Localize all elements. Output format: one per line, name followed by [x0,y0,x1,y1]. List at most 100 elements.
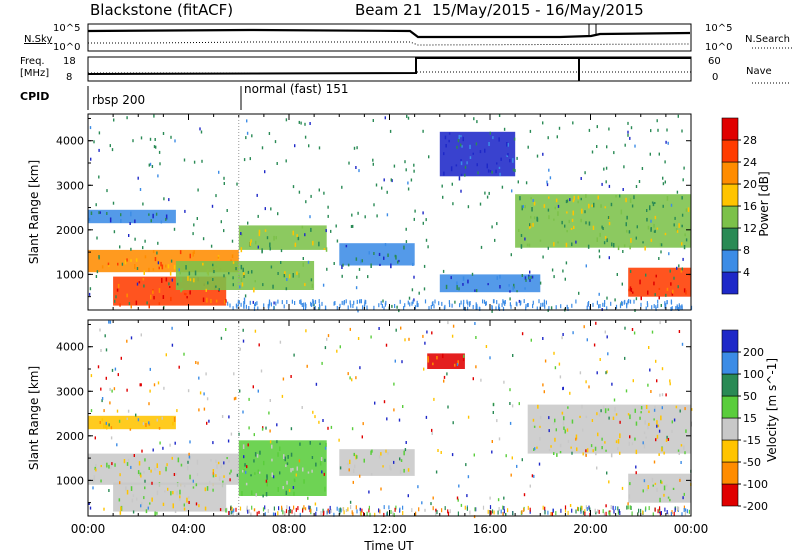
noise-echo [627,133,629,137]
scatter-echo [130,211,132,217]
scatter-echo [266,481,268,487]
ground-echo [412,299,414,304]
noise-echo [324,446,327,450]
noise-echo [542,383,544,387]
ground-echo [628,299,630,303]
noise-echo [290,427,293,431]
noise-echo [148,466,150,470]
noise-echo [491,440,493,443]
noise-echo [411,288,414,292]
noise-echo [198,504,200,508]
colorbar-tick-label: 200 [743,346,764,359]
ground-echo [235,303,237,308]
scatter-echo [659,243,662,247]
ground-echo [388,505,390,510]
noise-echo [466,161,468,165]
noise-echo [318,188,320,192]
scatter-echo [140,474,142,478]
noise-echo [173,473,176,476]
ground-echo [272,512,275,517]
noise-echo [304,135,307,139]
noise-echo [116,443,118,447]
noise-echo [206,397,209,401]
ground-echo [667,512,669,517]
scatter-echo [298,273,300,278]
noise-echo [113,118,115,122]
scatter-echo [183,292,186,296]
noise-echo [660,250,662,254]
noise-echo [109,401,111,405]
noise-echo [288,489,291,492]
ground-echo [310,508,312,513]
noise-echo [247,443,249,447]
scatter-echo [195,483,198,487]
scatter-echo [254,472,256,475]
ground-echo [399,299,401,304]
ground-echo [609,512,611,516]
noise-echo [154,138,156,141]
noise-echo [143,284,145,288]
noise-echo [651,330,654,334]
noise-echo [357,337,360,340]
noise-echo [294,479,296,483]
noise-echo [679,478,681,482]
noise-echo [661,406,663,410]
noise-echo [595,321,597,325]
noise-echo [605,180,607,184]
noise-echo [494,238,496,242]
noise-echo [677,285,679,289]
ground-echo [350,303,352,308]
y-tick-label: 3000 [56,179,84,192]
noise-echo [95,203,97,207]
scatter-echo [640,406,643,410]
scatter-echo [671,292,674,296]
scatter-echo [663,451,665,455]
noise-echo [546,183,549,187]
ground-echo [363,512,365,517]
scatter-echo [119,511,122,515]
scatter-echo [126,293,128,298]
ground-echo [489,505,492,510]
scatter-echo [124,260,127,265]
noise-echo [458,484,460,488]
noise-echo [276,440,278,444]
noise-echo [580,177,582,180]
noise-echo [149,162,152,166]
scatter-echo [399,469,402,474]
scatter-echo [666,196,669,201]
ground-echo [474,507,476,512]
noise-echo [155,212,158,216]
scatter-echo [554,437,556,442]
ground-echo [645,506,647,511]
ground-echo [352,512,354,517]
noise-echo [264,207,266,211]
noise-echo [362,422,364,426]
scatter-echo [152,268,155,271]
ground-echo [652,512,654,517]
noise-echo [247,221,249,225]
ground-echo [548,306,550,311]
noise-echo [503,127,506,131]
noise-echo [457,139,460,143]
scatter-echo [634,437,636,441]
scatter-echo [234,263,237,266]
noise-echo [249,157,251,161]
scatter-echo [156,418,158,422]
scatter-echo [186,296,188,299]
noise-echo [113,387,116,391]
scatter-echo [138,281,141,284]
ground-echo [475,305,477,310]
noise-echo [474,322,476,325]
scatter-echo [179,498,181,501]
ground-echo [305,306,307,311]
scatter-echo [474,289,476,292]
noise-echo [646,209,648,212]
noise-echo [530,275,532,279]
noise-echo [257,214,259,218]
noise-echo [635,465,637,469]
scatter-echo [154,467,156,471]
noise-echo [393,164,396,168]
noise-echo [514,169,516,173]
scatter-region [515,194,691,248]
scatter-echo [645,404,648,409]
